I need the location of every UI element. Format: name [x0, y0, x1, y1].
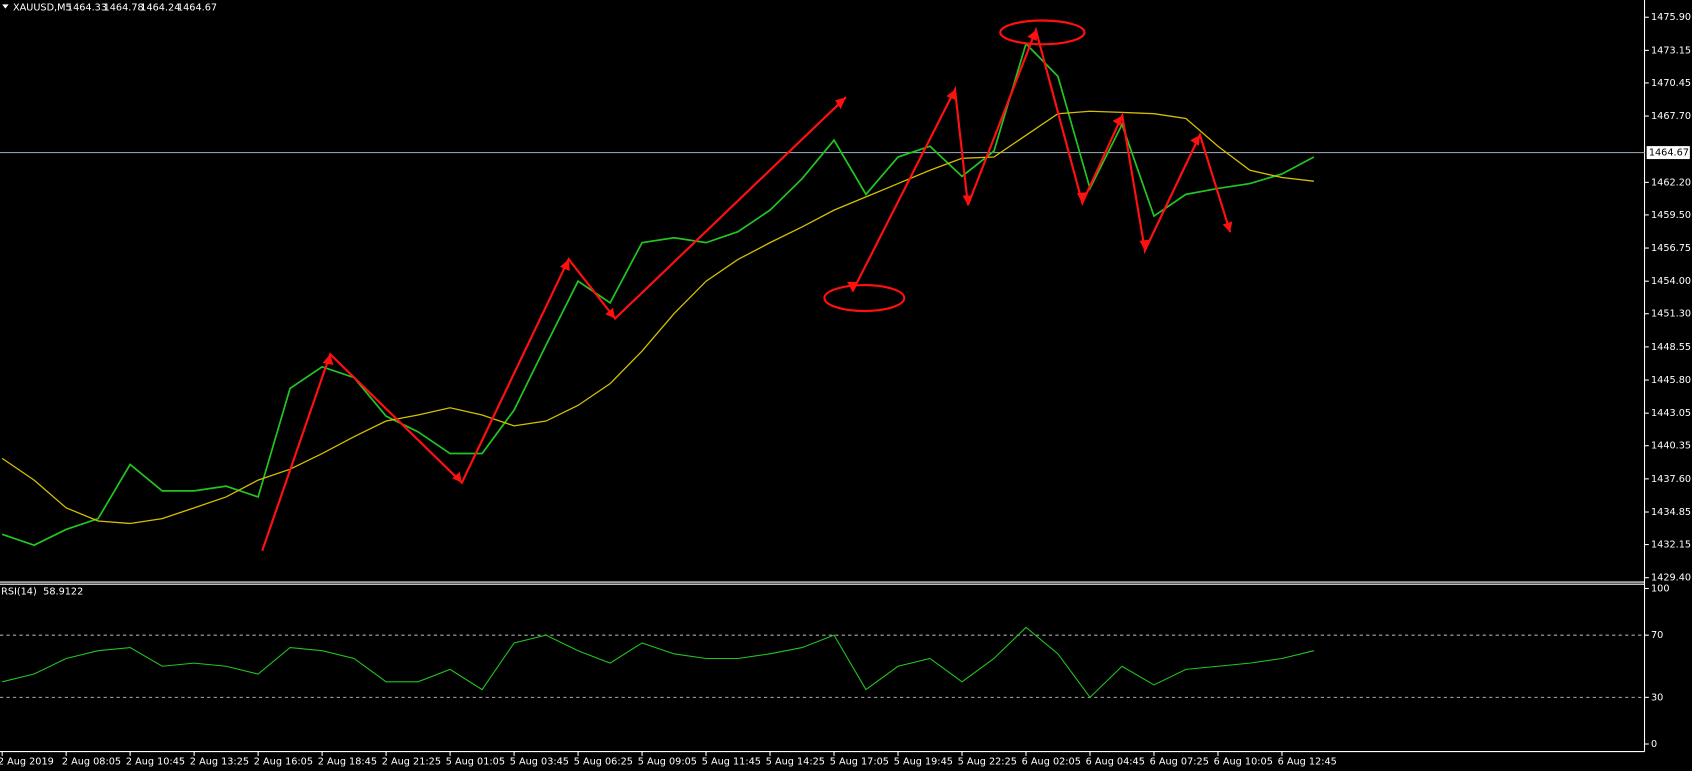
x-tick-label: 2 Aug 21:25 [382, 756, 441, 767]
y-tick-label: 1429.40 [1651, 573, 1691, 584]
y-tick-label: 1432.15 [1651, 540, 1691, 551]
menu-triangle [2, 4, 9, 9]
y-tick-label: 1462.20 [1651, 177, 1691, 188]
arrowhead [605, 307, 616, 319]
arrowhead [1076, 192, 1087, 204]
y-tick-label: 1445.80 [1651, 375, 1691, 386]
x-tick-label: 5 Aug 03:45 [510, 756, 569, 767]
x-tick-label: 6 Aug 12:45 [1278, 756, 1337, 767]
current-price-box [1646, 146, 1690, 160]
arrowhead [1139, 239, 1150, 251]
rsi-title: RSI(14) [1, 587, 37, 598]
ohlc-value: 1464.67 [177, 3, 217, 14]
trend-arrow [851, 26, 1232, 293]
x-tick-label: 2 Aug 16:05 [254, 756, 313, 767]
arrowhead [452, 471, 462, 483]
data-line [1, 110, 1314, 525]
arrowhead [1027, 30, 1037, 42]
y-tick-label: 0 [1651, 739, 1657, 750]
arrowhead [946, 89, 957, 101]
y-tick-label: 1437.60 [1651, 474, 1691, 485]
arrowhead [962, 195, 973, 206]
y-tick-label: 1467.70 [1651, 111, 1691, 122]
arrowhead [835, 97, 846, 110]
y-tick-label: 1443.05 [1651, 408, 1691, 419]
arrowhead [1112, 115, 1123, 127]
y-tick-label: 1475.90 [1651, 12, 1691, 23]
x-tick-label: 2 Aug 10:45 [126, 756, 185, 767]
y-tick-label: 1454.00 [1651, 276, 1691, 287]
x-tick-label: 6 Aug 07:25 [1150, 756, 1209, 767]
y-tick-label: 1470.45 [1651, 78, 1691, 89]
x-tick-label: 6 Aug 02:05 [1022, 756, 1081, 767]
arrowhead [1222, 221, 1233, 233]
y-tick-label: 1451.30 [1651, 309, 1691, 320]
x-tick-label: 5 Aug 17:05 [830, 756, 889, 767]
trend-arrow [261, 96, 847, 552]
data-line [1, 42, 1315, 547]
x-tick-label: 5 Aug 06:25 [574, 756, 633, 767]
x-tick-label: 5 Aug 22:25 [958, 756, 1017, 767]
symbol: XAUUSD,M5 [13, 3, 72, 14]
y-tick-label: 1448.55 [1651, 342, 1691, 353]
y-tick-label: 30 [1651, 692, 1663, 703]
y-tick-label: 1473.15 [1651, 45, 1691, 56]
ohlc-value: 1464.78 [104, 3, 144, 14]
arrowhead [560, 259, 570, 272]
x-tick-label: 5 Aug 19:45 [894, 756, 953, 767]
current-price-label: 1464.67 [1649, 148, 1689, 159]
x-tick-label: 6 Aug 10:05 [1214, 756, 1273, 767]
y-tick-label: 1440.35 [1651, 441, 1691, 452]
x-tick-label: 2 Aug 13:25 [190, 756, 249, 767]
ohlc-value: 1464.24 [140, 3, 180, 14]
annotations [261, 19, 1232, 552]
x-tick-label: 2 Aug 18:45 [318, 756, 377, 767]
x-tick-label: 5 Aug 11:45 [702, 756, 761, 767]
arrowhead [1190, 134, 1200, 146]
x-tick-label: 5 Aug 01:05 [446, 756, 505, 767]
y-tick-label: 1456.75 [1651, 243, 1691, 254]
y-tick-label: 100 [1651, 584, 1670, 595]
arrowhead [322, 354, 334, 365]
ohlc-value: 1464.33 [67, 3, 107, 14]
x-tick-label: 2 Aug 08:05 [62, 756, 121, 767]
highlight-ellipse [999, 19, 1086, 46]
x-tick-label: 2 Aug 2019 [0, 756, 54, 767]
arrowheads [322, 30, 1233, 483]
data-line [2, 626, 1315, 699]
x-tick-label: 5 Aug 09:05 [638, 756, 697, 767]
y-tick-label: 1434.85 [1651, 507, 1691, 518]
x-tick-label: 6 Aug 04:45 [1086, 756, 1145, 767]
rsi-value: 58.9122 [43, 587, 83, 598]
highlight-ellipse [823, 283, 906, 313]
x-tick-label: 5 Aug 14:25 [766, 756, 825, 767]
y-tick-label: 1459.50 [1651, 210, 1691, 221]
y-tick-label: 70 [1651, 630, 1663, 641]
arrowhead [847, 281, 858, 292]
